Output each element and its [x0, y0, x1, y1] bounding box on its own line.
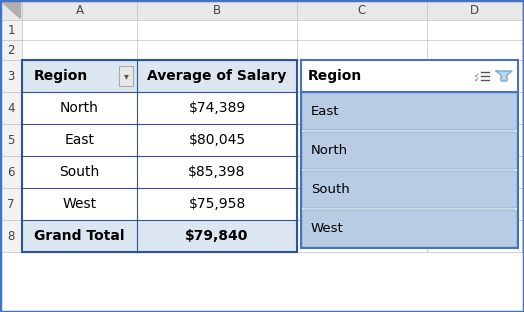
Text: 7: 7	[7, 197, 15, 211]
Text: $79,840: $79,840	[185, 229, 249, 243]
Text: West: West	[311, 222, 344, 235]
Bar	[297, 0, 427, 20]
Bar	[0, 0, 22, 20]
Bar	[137, 0, 297, 20]
Text: East: East	[64, 133, 94, 147]
FancyBboxPatch shape	[302, 132, 517, 169]
Bar	[137, 156, 297, 188]
Bar	[301, 60, 518, 248]
Bar	[22, 40, 137, 60]
Text: ✓: ✓	[474, 73, 480, 79]
Text: Average of Salary: Average of Salary	[147, 69, 287, 83]
Bar	[297, 20, 427, 40]
Bar	[297, 124, 427, 156]
Text: 6: 6	[7, 165, 15, 178]
Text: D: D	[470, 3, 479, 17]
Text: C: C	[358, 3, 366, 17]
Bar	[137, 40, 297, 60]
Bar	[137, 188, 297, 220]
Text: North: North	[60, 101, 99, 115]
Bar	[22, 220, 137, 252]
Bar	[137, 92, 297, 124]
FancyBboxPatch shape	[302, 171, 517, 208]
Bar	[22, 60, 137, 92]
Text: South: South	[59, 165, 100, 179]
Bar	[22, 92, 137, 124]
Text: $85,398: $85,398	[188, 165, 246, 179]
Bar	[137, 124, 297, 156]
Bar	[0, 40, 22, 60]
Bar	[137, 60, 297, 92]
Bar	[0, 20, 22, 40]
Text: Region: Region	[308, 69, 362, 83]
Text: South: South	[311, 183, 350, 196]
Bar	[137, 188, 297, 220]
Text: West: West	[62, 197, 96, 211]
Bar	[0, 92, 22, 124]
Bar	[137, 92, 297, 124]
Text: Region: Region	[34, 69, 88, 83]
Bar	[22, 20, 137, 40]
Bar	[22, 156, 137, 188]
Text: $74,389: $74,389	[188, 101, 246, 115]
Text: $75,958: $75,958	[188, 197, 246, 211]
Bar	[137, 60, 297, 92]
Bar	[427, 40, 522, 60]
Bar	[427, 156, 522, 188]
Bar	[22, 188, 137, 220]
Polygon shape	[2, 2, 20, 18]
Bar	[22, 188, 137, 220]
Bar	[0, 60, 22, 92]
Bar	[22, 124, 137, 156]
Bar	[427, 220, 522, 252]
Bar	[297, 156, 427, 188]
Text: 1: 1	[7, 23, 15, 37]
FancyBboxPatch shape	[302, 93, 517, 130]
Text: 5: 5	[7, 134, 15, 147]
Bar	[22, 124, 137, 156]
Text: Grand Total: Grand Total	[34, 229, 125, 243]
Polygon shape	[496, 71, 512, 81]
Bar	[22, 220, 137, 252]
Bar	[427, 124, 522, 156]
Bar	[297, 220, 427, 252]
Text: ▾: ▾	[124, 71, 128, 81]
Bar	[427, 20, 522, 40]
Bar	[22, 0, 137, 20]
Text: 3: 3	[7, 70, 15, 82]
Bar	[427, 92, 522, 124]
Bar	[137, 156, 297, 188]
Bar	[0, 220, 22, 252]
Bar	[297, 40, 427, 60]
Bar	[427, 188, 522, 220]
Text: 2: 2	[7, 43, 15, 56]
Text: 4: 4	[7, 101, 15, 115]
Bar	[297, 188, 427, 220]
Bar	[0, 156, 22, 188]
Text: ✓: ✓	[474, 77, 480, 83]
Bar	[0, 188, 22, 220]
Bar	[119, 66, 133, 86]
Bar	[427, 60, 522, 92]
Text: $80,045: $80,045	[189, 133, 246, 147]
Bar	[137, 124, 297, 156]
Bar	[137, 220, 297, 252]
Text: North: North	[311, 144, 348, 157]
Bar	[301, 60, 518, 248]
FancyBboxPatch shape	[302, 210, 517, 247]
Bar	[22, 60, 297, 252]
Bar	[137, 20, 297, 40]
Bar	[22, 92, 137, 124]
Bar	[0, 124, 22, 156]
Text: East: East	[311, 105, 340, 118]
Text: A: A	[75, 3, 83, 17]
Text: B: B	[213, 3, 221, 17]
Bar	[22, 60, 137, 92]
Text: 8: 8	[7, 230, 15, 242]
Bar	[297, 60, 427, 92]
Bar	[297, 92, 427, 124]
Bar	[22, 156, 137, 188]
Bar	[427, 0, 522, 20]
Bar	[137, 220, 297, 252]
